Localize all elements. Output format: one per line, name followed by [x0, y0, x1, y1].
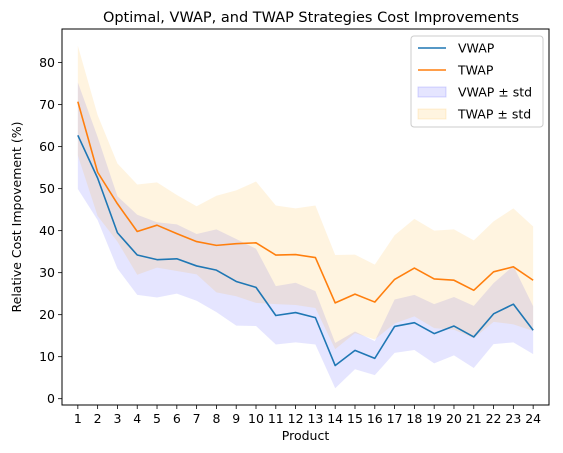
x-tick-label: 11	[268, 411, 284, 426]
legend-twap-label: TWAP	[457, 63, 494, 78]
chart-title: Optimal, VWAP, and TWAP Strategies Cost …	[103, 10, 519, 26]
y-tick-label: 10	[39, 349, 55, 364]
x-tick-label: 2	[94, 411, 102, 426]
legend-twap-std-label: TWAP ± std	[457, 107, 531, 122]
series-lines	[77, 101, 534, 367]
x-tick-label: 3	[113, 411, 121, 426]
x-tick-label: 24	[525, 411, 541, 426]
y-axis-ticks: 0 10 20 30 40 50 60 70 80	[39, 55, 62, 406]
y-axis-label: Relative Cost Impovement (%)	[9, 122, 24, 313]
vwap-line	[77, 134, 534, 367]
x-axis-ticks: 1 2 3 4 5 6 7 8 9 10 11 12 13 14 15 16 17 18 19 20 21 22 23 24	[74, 405, 541, 426]
y-tick-label: 40	[39, 223, 55, 238]
x-tick-label: 4	[133, 411, 141, 426]
y-tick-label: 60	[39, 139, 55, 154]
x-tick-label: 20	[446, 411, 462, 426]
std-bands	[77, 45, 534, 389]
legend-vwap-std-swatch	[417, 86, 447, 98]
x-tick-label: 15	[347, 411, 363, 426]
x-axis-label: Product	[282, 428, 330, 443]
legend-vwap-std-label: VWAP ± std	[458, 85, 532, 100]
x-tick-label: 23	[505, 411, 521, 426]
twap-std-band	[77, 45, 534, 350]
y-tick-label: 80	[39, 55, 55, 70]
x-tick-label: 16	[367, 411, 383, 426]
x-tick-label: 18	[406, 411, 422, 426]
x-tick-label: 7	[193, 411, 201, 426]
plot-frame	[61, 28, 550, 406]
x-tick-label: 12	[288, 411, 304, 426]
y-tick-label: 30	[39, 265, 55, 280]
legend-vwap-label: VWAP	[458, 41, 495, 56]
x-tick-label: 10	[248, 411, 264, 426]
legend-frame	[410, 35, 544, 128]
x-tick-label: 13	[307, 411, 323, 426]
x-tick-label: 6	[173, 411, 181, 426]
vwap-std-band	[77, 82, 534, 389]
x-tick-label: 17	[387, 411, 403, 426]
y-tick-label: 0	[47, 391, 55, 406]
x-tick-label: 8	[212, 411, 220, 426]
x-tick-label: 5	[153, 411, 161, 426]
legend: VWAP TWAP VWAP ± std TWAP ± std	[410, 35, 544, 128]
y-tick-label: 50	[39, 181, 55, 196]
y-tick-label: 70	[39, 97, 55, 112]
x-tick-label: 1	[74, 411, 82, 426]
x-tick-label: 14	[327, 411, 343, 426]
legend-twap-std-swatch	[417, 108, 447, 120]
y-tick-label: 20	[39, 307, 55, 322]
x-tick-label: 9	[232, 411, 240, 426]
x-tick-label: 22	[486, 411, 502, 426]
twap-line	[77, 101, 534, 304]
x-tick-label: 19	[426, 411, 442, 426]
x-tick-label: 21	[466, 411, 482, 426]
